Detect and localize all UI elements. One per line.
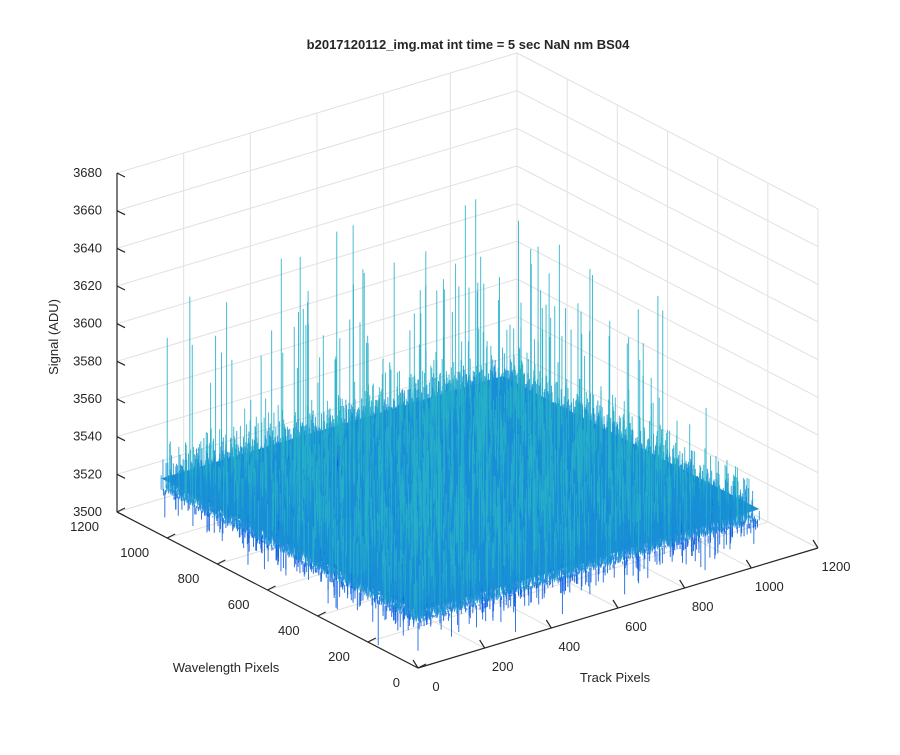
surface-layer bbox=[161, 199, 759, 651]
